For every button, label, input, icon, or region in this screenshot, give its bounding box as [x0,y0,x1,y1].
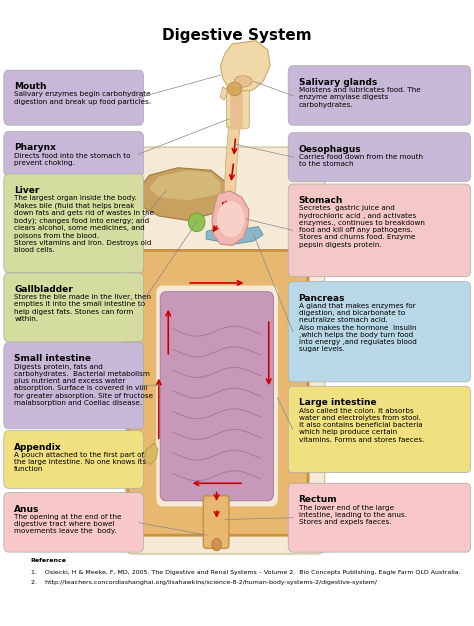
Text: Oesophagus: Oesophagus [299,145,361,153]
FancyBboxPatch shape [4,273,144,342]
Text: 1.    Osiecki, H & Meeke, F, MD, 2005. The Digestive and Renal Systems – Volume : 1. Osiecki, H & Meeke, F, MD, 2005. The … [31,570,460,575]
Polygon shape [212,191,249,245]
FancyBboxPatch shape [288,282,471,382]
FancyBboxPatch shape [227,86,249,128]
FancyBboxPatch shape [160,292,273,501]
FancyBboxPatch shape [126,147,325,554]
FancyBboxPatch shape [128,250,308,535]
Polygon shape [149,170,220,200]
Text: Mouth: Mouth [14,82,47,91]
Text: Rectum: Rectum [299,495,337,504]
Text: A gland that makes enzymes for
digestion, and bicarbonate to
neutralize stomach : A gland that makes enzymes for digestion… [299,303,417,352]
Text: Appendix: Appendix [14,443,62,451]
FancyBboxPatch shape [4,493,144,552]
Ellipse shape [228,82,242,96]
FancyBboxPatch shape [288,133,471,182]
Text: Also called the colon. It absorbs
water and electrolytes from stool.
It also con: Also called the colon. It absorbs water … [299,408,424,443]
Polygon shape [220,41,270,91]
Text: Gallbladder: Gallbladder [14,285,73,294]
FancyBboxPatch shape [230,87,243,130]
FancyBboxPatch shape [4,342,144,429]
FancyBboxPatch shape [4,131,144,177]
Ellipse shape [234,76,252,87]
Polygon shape [206,227,263,244]
Polygon shape [140,168,225,220]
FancyBboxPatch shape [288,66,471,125]
FancyBboxPatch shape [288,386,471,473]
Text: Salivary enzymes begin carbohydrate
digestion and break up food particles.: Salivary enzymes begin carbohydrate dige… [14,91,151,105]
Ellipse shape [217,201,245,237]
Text: Carries food down from the mouth
to the stomach: Carries food down from the mouth to the … [299,154,423,167]
Text: The lower end of the large
intestine, leading to the anus.
Stores and expels fae: The lower end of the large intestine, le… [299,505,407,525]
Text: Digests protein, fats and
carbohydrates.  Bacterial metabolism
plus nutrient and: Digests protein, fats and carbohydrates.… [14,364,154,406]
FancyBboxPatch shape [4,70,144,125]
Text: The opening at the end of the
digestive tract where bowel
movements leave the  b: The opening at the end of the digestive … [14,514,122,535]
Text: 2.    http://teachers.concordiashanghai.org/lisahawkins/science-8-2/human-body-s: 2. http://teachers.concordiashanghai.org… [31,580,377,585]
Ellipse shape [189,213,205,232]
Text: Pancreas: Pancreas [299,294,345,302]
FancyBboxPatch shape [155,285,279,507]
Circle shape [212,538,221,551]
Text: Large intestine: Large intestine [299,398,376,407]
Text: Secretes  gastric juice and
hydrochloric acid , and activates
enzymes., continue: Secretes gastric juice and hydrochloric … [299,205,425,247]
Text: Small intestine: Small intestine [14,354,91,363]
FancyBboxPatch shape [203,496,229,548]
Text: Pharynx: Pharynx [14,143,56,152]
FancyBboxPatch shape [4,431,144,488]
Text: Digestive System: Digestive System [162,28,312,43]
Text: Anus: Anus [14,505,40,513]
Text: Moistens and lubricates food. The
enzyme amylase digests
carbohydrates.: Moistens and lubricates food. The enzyme… [299,87,420,108]
Polygon shape [220,86,228,100]
Text: Stomach: Stomach [299,196,343,205]
FancyBboxPatch shape [4,174,144,273]
Polygon shape [145,443,158,464]
FancyBboxPatch shape [288,483,471,552]
Text: A pouch attached to the first part of
the large intestine. No one knows its
func: A pouch attached to the first part of th… [14,452,146,473]
Text: The largest organ inside the body.
Makes bile (fluid that helps break
down fats : The largest organ inside the body. Makes… [14,195,155,253]
Text: Directs food into the stomach to
prevent choking.: Directs food into the stomach to prevent… [14,153,131,166]
Text: Stores the bile made in the liver, then
empties it into the small intestine to
h: Stores the bile made in the liver, then … [14,294,151,322]
Text: Liver: Liver [14,186,40,195]
FancyBboxPatch shape [288,184,471,277]
Text: Reference: Reference [31,558,67,563]
Text: Salivary glands: Salivary glands [299,78,377,86]
